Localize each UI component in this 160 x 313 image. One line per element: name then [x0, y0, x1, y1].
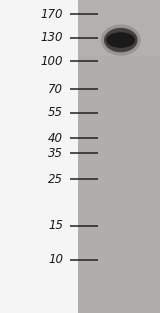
Bar: [78, 0, 160, 313]
Text: 35: 35: [48, 147, 63, 160]
Ellipse shape: [106, 32, 135, 48]
Text: 70: 70: [48, 83, 63, 96]
Text: 10: 10: [48, 253, 63, 266]
Text: 55: 55: [48, 106, 63, 119]
Text: 100: 100: [41, 54, 63, 68]
Ellipse shape: [104, 28, 138, 52]
Bar: [78, 0, 160, 56]
Text: 40: 40: [48, 132, 63, 145]
Text: 130: 130: [41, 31, 63, 44]
Bar: [0, 0, 78, 313]
Text: 170: 170: [41, 8, 63, 21]
Text: 25: 25: [48, 172, 63, 186]
Ellipse shape: [101, 24, 141, 56]
Text: 15: 15: [48, 219, 63, 233]
